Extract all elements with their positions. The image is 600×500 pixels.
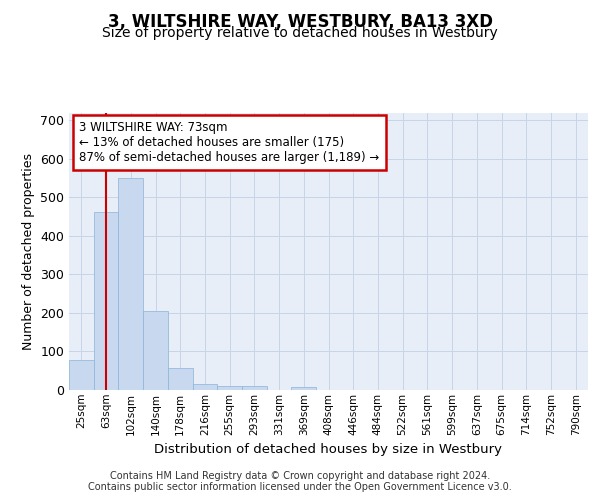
X-axis label: Distribution of detached houses by size in Westbury: Distribution of detached houses by size … bbox=[155, 443, 503, 456]
Text: Contains HM Land Registry data © Crown copyright and database right 2024.
Contai: Contains HM Land Registry data © Crown c… bbox=[88, 471, 512, 492]
Y-axis label: Number of detached properties: Number of detached properties bbox=[22, 153, 35, 350]
Bar bbox=[292, 387, 316, 390]
Bar bbox=[118, 178, 143, 390]
Bar bbox=[143, 312, 168, 390]
Text: 3, WILTSHIRE WAY, WESTBURY, BA13 3XD: 3, WILTSHIRE WAY, WESTBURY, BA13 3XD bbox=[107, 12, 493, 30]
Bar bbox=[69, 360, 94, 390]
Bar bbox=[94, 212, 118, 390]
Bar bbox=[242, 386, 267, 390]
Text: Size of property relative to detached houses in Westbury: Size of property relative to detached ho… bbox=[102, 26, 498, 40]
Bar bbox=[193, 384, 217, 390]
Bar bbox=[217, 386, 242, 390]
Text: 3 WILTSHIRE WAY: 73sqm
← 13% of detached houses are smaller (175)
87% of semi-de: 3 WILTSHIRE WAY: 73sqm ← 13% of detached… bbox=[79, 121, 380, 164]
Bar bbox=[168, 368, 193, 390]
